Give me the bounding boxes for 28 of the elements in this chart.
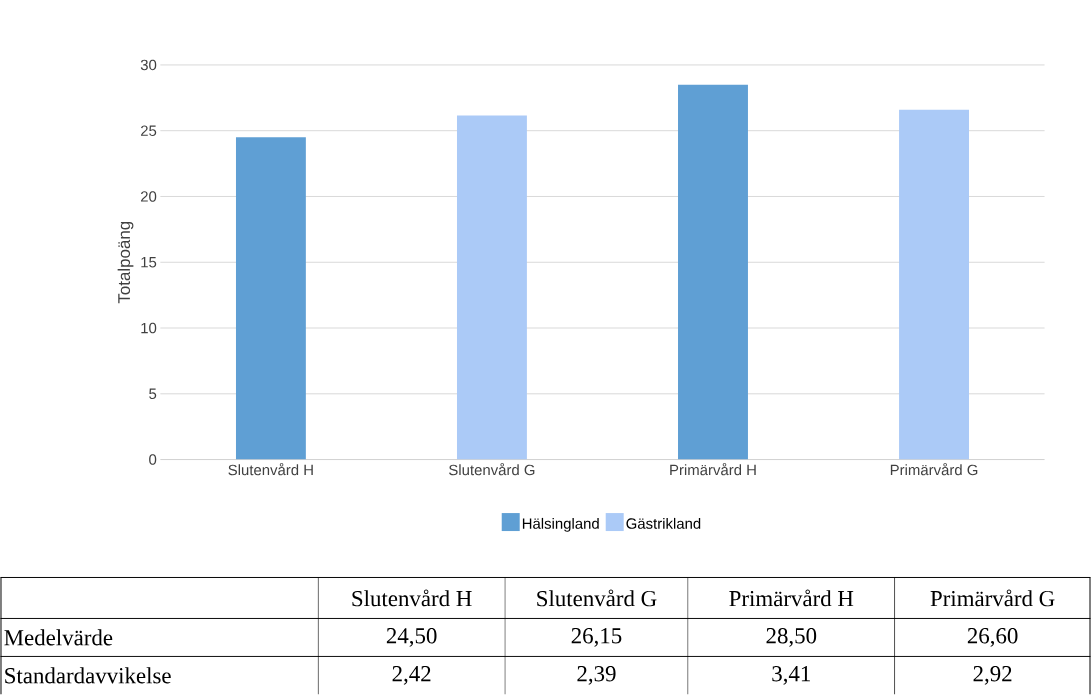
y-tick-label: 0 [149,454,157,465]
text: 28,50 [766,628,817,647]
x-tick-label: Slutenvård H [228,463,313,476]
text: 26,15 [571,628,622,647]
text: 2,42 [392,666,431,685]
text: Standardavvikelse [5,667,171,684]
text: 3,41 [772,666,810,685]
category-label: Primärvård G [930,589,1055,607]
category-label: Primärvård H [729,589,854,607]
y-tick-label: 25 [140,125,157,137]
x-tick-label: Primärvård G [890,463,978,476]
text: Medelvärde [4,629,113,646]
y-tick-label: 15 [141,257,157,268]
y-tick-label: 10 [141,322,157,334]
text: 24,50 [386,628,437,647]
x-tick-label: Slutenvård G [449,463,535,476]
text: 2,92 [973,666,1012,685]
legend-label: Gästrikland [626,517,701,529]
legend-label: Hälsingland [522,517,599,532]
y-axis-title: Totalpoäng [117,222,134,304]
x-tick-label: Primärvård H [670,463,756,476]
y-tick-label: 30 [140,59,157,71]
text: 2,39 [577,666,616,685]
text: 26,60 [967,628,1018,647]
y-tick-label: 5 [149,388,157,400]
category-label: Slutenvård G [537,589,657,607]
category-label: Slutenvård H [352,589,472,607]
y-tick-label: 20 [140,191,157,202]
